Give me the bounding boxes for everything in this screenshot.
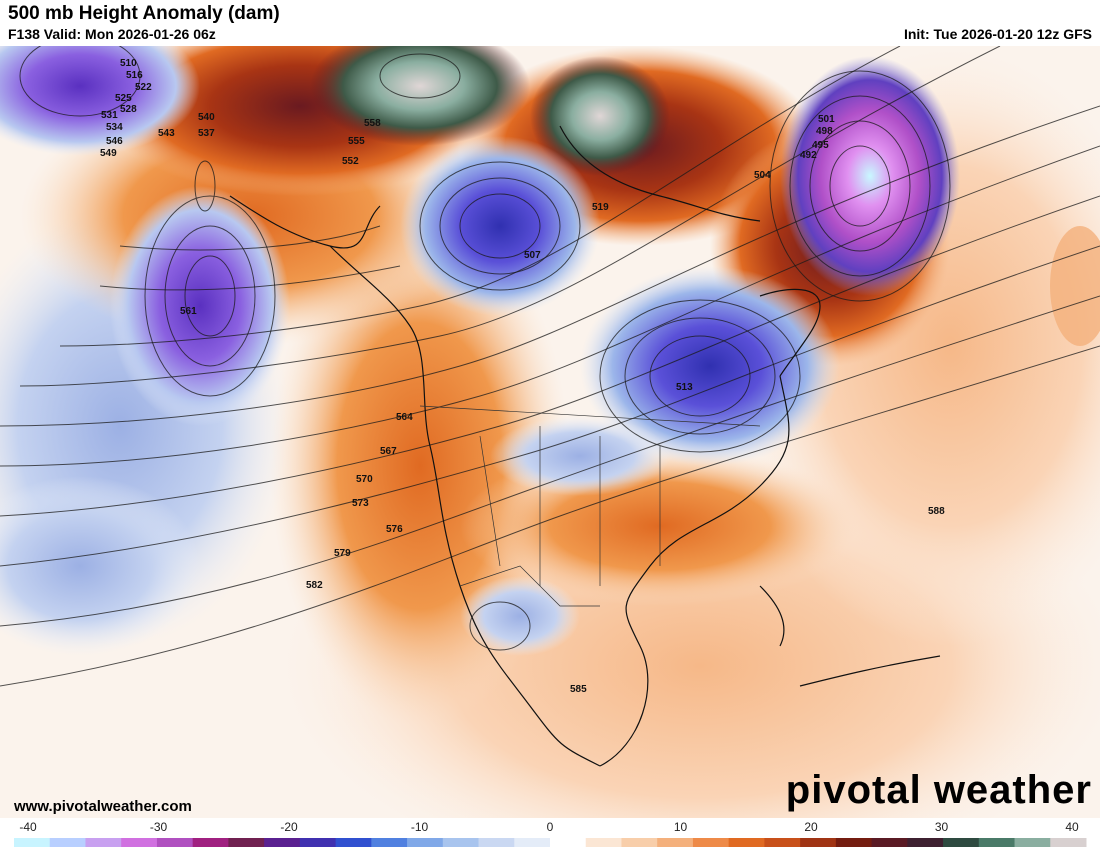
colorbar-tick-label: 20 [804,820,818,834]
colorbar-tick-label: 40 [1065,820,1079,834]
contour-label: 567 [380,446,397,457]
colorbar-swatch [514,838,551,847]
us-canada-border [419,405,761,427]
contour-label: 531 [101,110,118,121]
contour-label: 519 [592,202,609,213]
colorbar-swatch [657,838,694,847]
alaska-coast [229,195,381,249]
contour-label: 528 [120,104,137,115]
contour-label: 549 [100,148,117,159]
colorbar-swatch [14,838,51,847]
colorbar-tick-label: 30 [935,820,949,834]
contour-label: 522 [135,82,152,93]
contour-label: 579 [334,548,351,559]
contour-label: 564 [396,412,413,423]
pivotal-weather-logo: pivotal weather [785,768,1092,812]
contour-label: 534 [106,122,123,133]
colorbar-swatch [764,838,801,847]
contour-label: 582 [306,580,323,591]
contour-label: 588 [928,506,945,517]
colorbar-swatch [478,838,515,847]
contour-label: 540 [198,112,215,123]
colorbar-swatch [335,838,372,847]
arctic-coast [559,125,761,222]
map-canvas: 510 516 522 525 528 531 534 537 540 543 … [0,46,1100,818]
colorbar-swatch [407,838,444,847]
colorbar-swatch [835,838,873,847]
contour-label: 501 [818,114,835,125]
anomaly-map: 510 516 522 525 528 531 534 537 540 543 … [0,46,1100,818]
contour-label: 558 [364,118,381,129]
colorbar-swatch [299,838,337,847]
contour-label: 573 [352,498,369,509]
colorbar-swatch [621,838,658,847]
valid-time: F138 Valid: Mon 2026-01-26 06z [8,26,216,42]
colorbar-swatch [85,838,122,847]
contour-label: 543 [158,128,175,139]
colorbar-swatch [228,838,265,847]
west-coastline [329,245,601,767]
east-coastline [599,375,790,767]
contour-label: 498 [816,126,833,137]
labrador-coast [759,288,821,377]
colorbar-swatch [264,838,301,847]
contour-label: 507 [524,250,541,261]
colorbar-tick-label: -20 [280,820,298,834]
colorbar-swatch [800,838,837,847]
contour-label: 513 [676,382,693,393]
contour-label: 492 [800,150,817,161]
header: 500 mb Height Anomaly (dam) F138 Valid: … [0,0,1100,46]
init-time: Init: Tue 2026-01-20 12z GFS [903,26,1092,42]
contour-label: 504 [754,170,771,181]
contour-label: 510 [120,58,137,69]
colorbar-tick-label: 10 [674,820,688,834]
contour-label: 525 [115,93,132,104]
contour-label: 516 [126,70,143,81]
colorbar-tick-label: 0 [547,820,554,834]
colorbar-swatch [871,838,908,847]
contour-label: 552 [342,156,359,167]
colorbar: -40 -30 -20 -10 0 10 20 30 40 [0,818,1100,850]
colorbar-swatch [692,838,730,847]
colorbar-swatch [550,838,587,847]
colorbar-swatch [442,838,480,847]
contour-label: 561 [180,306,197,317]
contour-labels: 510 516 522 525 528 531 534 537 540 543 … [100,58,945,695]
colorbar-tick-label: -30 [150,820,168,834]
cuba-coast [799,655,941,687]
map-title: 500 mb Height Anomaly (dam) [8,3,280,24]
contour-label: 570 [356,474,373,485]
colorbar-swatch [728,838,765,847]
contour-label: 537 [198,128,215,139]
state-borders [479,426,661,586]
colorbar-swatch [1050,838,1087,847]
colorbar-swatch [49,838,86,847]
colorbar-swatch [1014,838,1051,847]
colorbar-swatch [371,838,408,847]
colorbar-swatch [978,838,1016,847]
site-url: www.pivotalweather.com [14,798,192,815]
colorbar-swatch [943,838,980,847]
colorbar-swatch [907,838,944,847]
contour-label: 546 [106,136,123,147]
contour-label: 555 [348,136,365,147]
colorbar-swatch [121,838,158,847]
colorbar-swatch [156,838,194,847]
contour-label: 585 [570,684,587,695]
florida-coast [759,585,785,647]
colorbar-svg: -40 -30 -20 -10 0 10 20 30 40 [14,820,1087,847]
colorbar-tick-label: -10 [411,820,429,834]
contour-label: 576 [386,524,403,535]
contour-label: 495 [812,140,829,151]
colorbar-swatch [192,838,229,847]
colorbar-swatch [585,838,622,847]
colorbar-tick-label: -40 [19,820,37,834]
